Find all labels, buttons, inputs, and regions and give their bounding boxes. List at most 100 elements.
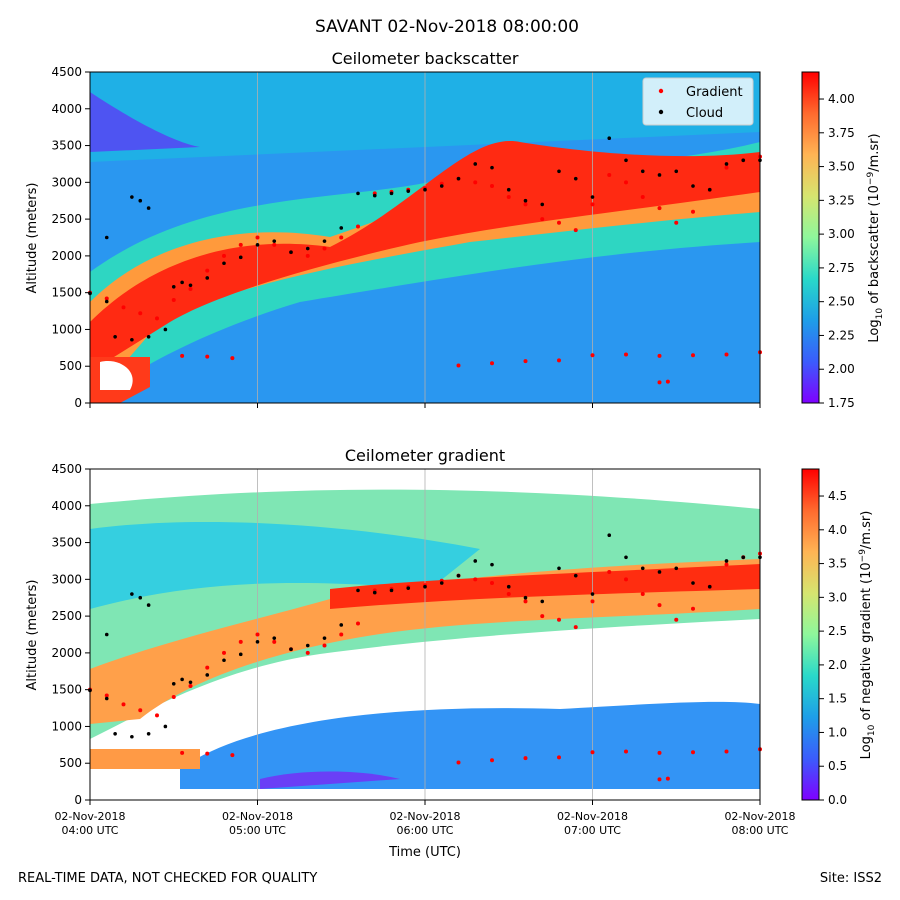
x-tick-label-date: 02-Nov-2018 bbox=[389, 810, 460, 823]
footer-site: Site: ISS2 bbox=[820, 871, 882, 886]
colorbar-tick-label: 0.0 bbox=[828, 793, 847, 807]
gradient-point bbox=[456, 363, 461, 368]
cloud-point bbox=[523, 595, 528, 600]
cloud-point bbox=[188, 283, 193, 288]
cloud-point bbox=[607, 136, 612, 140]
gradient-point bbox=[657, 380, 662, 385]
cloud-point bbox=[322, 636, 327, 640]
colorbar-tick-label: 3.5 bbox=[828, 557, 847, 571]
cloud-point bbox=[389, 588, 394, 593]
gradient-point bbox=[121, 702, 126, 707]
gradient-point bbox=[657, 603, 662, 608]
cloud-point bbox=[146, 206, 151, 210]
cloud-point bbox=[724, 559, 729, 563]
gradient-point bbox=[540, 614, 545, 619]
cloud-point bbox=[356, 588, 360, 593]
cloud-point bbox=[163, 724, 168, 729]
gradient-point bbox=[523, 756, 528, 761]
cloud-point bbox=[657, 173, 662, 177]
cloud-point bbox=[339, 226, 344, 230]
colorbar-tick-label: 1.75 bbox=[828, 396, 855, 410]
gradient-point bbox=[540, 217, 545, 222]
y-tick-label: 2500 bbox=[51, 609, 82, 623]
colorbar-tick-label: 2.00 bbox=[828, 362, 855, 376]
cloud-point bbox=[540, 202, 545, 207]
x-tick-label-date: 02-Nov-2018 bbox=[54, 810, 125, 823]
gradient-point bbox=[724, 562, 729, 567]
cloud-point bbox=[104, 632, 109, 637]
gradient-point bbox=[205, 354, 210, 359]
backscatter-panel: Ceilometer backscatter 0 500 1000 1500 2000 2… bbox=[25, 49, 885, 410]
gradient-point bbox=[624, 180, 628, 185]
cloud-point bbox=[707, 187, 712, 192]
backscatter-y-axis: 0 500 1000 1500 2000 2500 3000 3500 4000 4500 bbox=[51, 65, 90, 410]
cloud-point bbox=[146, 335, 151, 339]
colorbar-tick-label: 3.00 bbox=[828, 227, 855, 241]
colorbar-tick-label: 3.25 bbox=[828, 193, 855, 207]
y-tick-label: 1000 bbox=[51, 719, 82, 733]
gradient-point bbox=[490, 758, 494, 763]
cloud-point bbox=[540, 599, 545, 604]
gradient-point bbox=[205, 665, 210, 670]
cloud-point bbox=[674, 566, 679, 571]
cloud-point bbox=[138, 595, 143, 600]
cloud-point bbox=[707, 584, 712, 589]
cloud-point bbox=[146, 732, 151, 736]
colorbar-tick-label: 2.0 bbox=[828, 658, 847, 672]
cloud-point bbox=[691, 184, 695, 188]
gradient-point bbox=[188, 683, 193, 688]
cloud-point bbox=[205, 276, 210, 280]
gradient-point bbox=[205, 268, 210, 273]
legend-box bbox=[642, 77, 754, 126]
legend-cloud-marker bbox=[658, 109, 664, 115]
cloud-point bbox=[171, 681, 176, 686]
gradient-point bbox=[607, 172, 612, 177]
gradient-point bbox=[573, 228, 578, 233]
heatmap-missing-patch bbox=[100, 361, 133, 390]
gradient-point bbox=[171, 298, 176, 303]
gradient-point bbox=[724, 352, 729, 357]
cloud-point bbox=[222, 658, 226, 663]
y-tick-label: 3500 bbox=[51, 139, 82, 153]
cloud-point bbox=[423, 187, 427, 192]
gradient-point bbox=[674, 220, 679, 225]
cloud-point bbox=[439, 581, 444, 585]
y-tick-label: 2000 bbox=[51, 646, 82, 660]
x-tick-label-date: 02-Nov-2018 bbox=[222, 810, 293, 823]
gradient-point bbox=[640, 195, 645, 200]
cloud-point bbox=[104, 696, 109, 701]
backscatter-title: Ceilometer backscatter bbox=[332, 49, 519, 68]
gradient-point bbox=[523, 202, 528, 207]
gradient-point bbox=[222, 650, 226, 655]
gradient-point bbox=[624, 352, 628, 357]
colorbar-tick-label: 2.50 bbox=[828, 295, 855, 309]
gradient-point bbox=[255, 632, 260, 637]
cloud-point bbox=[113, 335, 117, 339]
backscatter-colorbar-ticks: 1.75 2.00 2.25 2.50 2.75 3.00 3.25 3.50 3.75 4.00 bbox=[819, 92, 855, 410]
gradient-point bbox=[272, 242, 277, 247]
cloud-point bbox=[356, 191, 360, 196]
gradient-point bbox=[724, 749, 729, 754]
gradient-point bbox=[624, 749, 628, 754]
cloud-point bbox=[590, 592, 595, 596]
gradient-point bbox=[155, 316, 159, 321]
x-tick-label-time: 04:00 UTC bbox=[61, 824, 118, 837]
heatmap-red-layer bbox=[330, 564, 760, 609]
cloud-point bbox=[640, 169, 645, 174]
gradient-point bbox=[456, 760, 461, 765]
gradient-colorbar-ticks: 0.0 0.5 1.0 1.5 2.0 2.5 3.0 3.5 4.0 4.5 bbox=[819, 489, 847, 807]
gradient-point bbox=[557, 358, 561, 363]
gradient-point bbox=[188, 286, 193, 291]
gradient-point bbox=[724, 165, 729, 170]
cloud-point bbox=[473, 559, 478, 563]
gradient-point bbox=[674, 617, 679, 622]
cloud-point bbox=[130, 734, 134, 739]
y-tick-label: 4500 bbox=[51, 65, 82, 79]
cloud-point bbox=[506, 584, 511, 589]
x-tick-label-time: 07:00 UTC bbox=[564, 824, 621, 837]
gradient-point bbox=[665, 379, 670, 384]
x-tick-label-date: 02-Nov-2018 bbox=[557, 810, 628, 823]
heatmap-low-patch bbox=[90, 92, 200, 152]
gradient-point bbox=[590, 750, 595, 755]
